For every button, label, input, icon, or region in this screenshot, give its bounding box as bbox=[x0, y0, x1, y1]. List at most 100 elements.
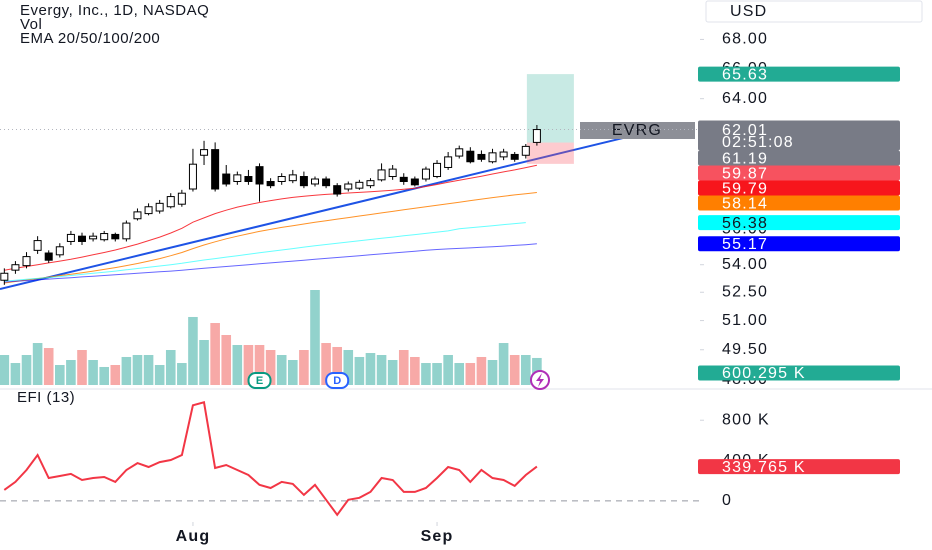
volume-bar bbox=[321, 343, 331, 385]
candle-body bbox=[89, 235, 98, 240]
volume-bar bbox=[310, 290, 320, 385]
candle-body bbox=[477, 153, 486, 160]
candle-body bbox=[399, 176, 408, 182]
y-tick-label: 51.00 bbox=[722, 312, 768, 329]
volume-bar bbox=[398, 350, 409, 385]
price-label: 65.63 bbox=[722, 66, 768, 83]
y-tick-label: 52.50 bbox=[722, 283, 768, 300]
currency-box[interactable] bbox=[705, 0, 923, 23]
candle-body bbox=[532, 129, 541, 143]
volume-bar bbox=[487, 360, 498, 385]
price-label-box bbox=[698, 165, 900, 181]
volume-bar bbox=[332, 346, 342, 385]
price-label: 58.14 bbox=[722, 195, 768, 212]
chart-title: Evergy, Inc., 1D, NASDAQ bbox=[20, 2, 209, 19]
candle-body bbox=[66, 233, 75, 242]
efi-label: 339.765 K bbox=[722, 459, 806, 476]
candle-body bbox=[244, 176, 253, 182]
price-label: 61.19 bbox=[722, 150, 768, 167]
event-label: E bbox=[256, 375, 263, 387]
volume-bar bbox=[288, 360, 298, 385]
candle-body bbox=[222, 173, 231, 185]
volume-bar bbox=[110, 365, 121, 385]
candle-body bbox=[200, 149, 209, 156]
candle-body bbox=[377, 169, 386, 181]
volume-bar bbox=[88, 360, 98, 385]
efi-y-tick-label: 800 K bbox=[722, 411, 770, 428]
efi-line bbox=[3, 401, 538, 517]
volume-bar bbox=[10, 363, 21, 385]
drawing-label: EVRG bbox=[612, 122, 662, 139]
volume-bar bbox=[132, 355, 143, 385]
price-label: 55.17 bbox=[722, 236, 768, 253]
volume-bar bbox=[43, 348, 54, 385]
volume-bar bbox=[55, 365, 65, 385]
candle-body bbox=[255, 166, 264, 185]
candle-body bbox=[144, 206, 153, 215]
candle-body bbox=[11, 264, 20, 271]
candle-body bbox=[100, 233, 109, 241]
candle-body bbox=[266, 180, 275, 187]
volume-bar bbox=[165, 350, 176, 385]
candle-body bbox=[111, 233, 120, 240]
flash-icon bbox=[536, 373, 544, 387]
efi-y-tick-label: 0 bbox=[722, 492, 732, 509]
event-label: D bbox=[333, 375, 341, 387]
volume-bar bbox=[232, 345, 243, 385]
candle-body bbox=[488, 152, 497, 163]
candle-body bbox=[355, 181, 364, 189]
volume-bar bbox=[354, 356, 365, 385]
price-label-box bbox=[698, 120, 900, 151]
candle-body bbox=[277, 176, 286, 182]
volume-bar bbox=[498, 343, 509, 385]
volume-bar bbox=[32, 343, 43, 385]
event-marker[interactable] bbox=[325, 372, 350, 389]
volume-bar bbox=[432, 363, 442, 385]
volume-bar bbox=[465, 363, 476, 385]
candle-body bbox=[233, 174, 242, 182]
volume-bar bbox=[0, 355, 10, 385]
volume-bar bbox=[410, 356, 420, 385]
event-marker[interactable] bbox=[247, 372, 272, 389]
volume-bar bbox=[276, 355, 287, 385]
candle-body bbox=[510, 153, 519, 160]
price-label-box bbox=[698, 236, 900, 252]
candle-body bbox=[288, 174, 297, 182]
candle-body bbox=[322, 178, 331, 187]
position-stop-zone bbox=[526, 142, 574, 164]
candle-body bbox=[299, 176, 308, 187]
currency[interactable]: USD bbox=[730, 3, 767, 20]
volume-label-box bbox=[698, 365, 900, 381]
volume-bar bbox=[299, 350, 309, 385]
volume-bar bbox=[376, 355, 387, 385]
volume-bar bbox=[265, 350, 276, 385]
candle-body bbox=[55, 246, 64, 256]
candle-body bbox=[410, 178, 419, 186]
price-label-box bbox=[698, 215, 900, 231]
candle-body bbox=[333, 185, 342, 195]
volume-bar bbox=[177, 363, 187, 385]
ema-legend: EMA 20/50/100/200 bbox=[20, 30, 160, 47]
volume-legend: Vol bbox=[20, 16, 42, 33]
y-tick-label: 68.00 bbox=[722, 31, 768, 48]
candle-body bbox=[133, 211, 142, 220]
y-tick-label: 64.00 bbox=[722, 90, 768, 107]
price-label: 59.79 bbox=[722, 180, 768, 197]
price-label-box bbox=[698, 195, 900, 211]
price-label: 56.38 bbox=[722, 215, 768, 232]
volume-label: 600.295 K bbox=[722, 365, 806, 382]
volume-bar bbox=[254, 345, 265, 385]
y-tick-label: 54.00 bbox=[722, 256, 768, 273]
candle-body bbox=[122, 222, 131, 240]
price-label-box bbox=[698, 150, 900, 166]
price-label-box bbox=[698, 66, 900, 82]
volume-bar bbox=[154, 365, 165, 385]
volume-bar bbox=[387, 360, 398, 385]
x-tick-label: Aug bbox=[176, 528, 211, 545]
candle-body bbox=[0, 272, 9, 281]
dividend-flash-marker[interactable] bbox=[530, 370, 550, 390]
candle-body bbox=[433, 162, 442, 178]
candle-body bbox=[366, 180, 375, 187]
